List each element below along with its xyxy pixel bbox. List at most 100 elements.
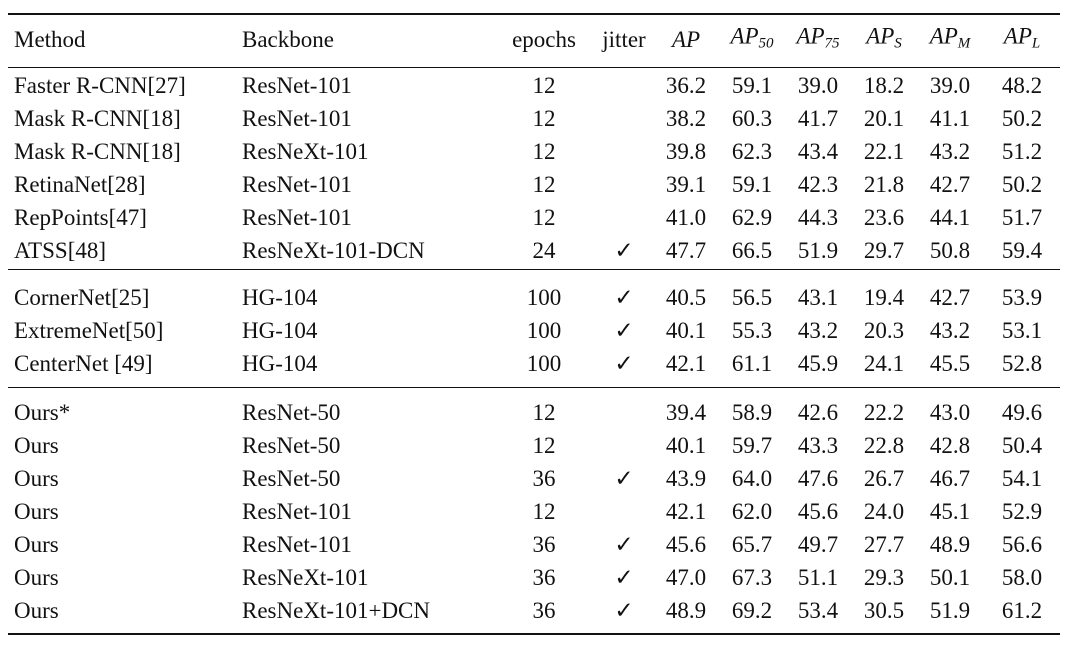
table-cell: 53.1 (1001, 318, 1043, 343)
table-cell: 64.0 (731, 466, 773, 491)
table-cell: ATSS[48] (14, 238, 107, 263)
table-cell: 39.8 (665, 139, 707, 164)
table-cell: 51.9 (929, 598, 971, 623)
table-cell: 42.7 (929, 285, 971, 310)
table-cell: ✓ (614, 318, 634, 343)
table-cell: ResNet-50 (242, 433, 341, 458)
table-cell: ResNet-101 (242, 532, 352, 557)
table-cell: ✓ (614, 285, 634, 310)
table-cell: 41.0 (665, 205, 707, 230)
table-cell: 24.0 (863, 499, 905, 524)
rule (8, 387, 1060, 388)
table-cell: 45.5 (929, 351, 971, 376)
table-cell: ResNet-101 (242, 205, 352, 230)
table-cell: ResNet-101 (242, 106, 352, 131)
table-cell: 59.1 (731, 73, 773, 98)
table-cell: 45.6 (797, 499, 839, 524)
table-cell: 20.1 (863, 106, 905, 131)
table-cell: 59.7 (731, 433, 773, 458)
table-cell: 40.1 (665, 433, 707, 458)
table-cell: 48.9 (665, 598, 707, 623)
table-cell: 22.8 (863, 433, 905, 458)
table-cell: 51.9 (797, 238, 839, 263)
table-cell: Mask R-CNN[18] (14, 106, 181, 131)
table-cell: 20.3 (863, 318, 905, 343)
table-cell: 41.7 (797, 106, 839, 131)
table-cell: 61.2 (1001, 598, 1043, 623)
header-cell: Method (14, 27, 86, 52)
table-cell: 48.9 (929, 532, 971, 557)
table-cell: 42.6 (797, 400, 839, 425)
table-cell: 62.3 (731, 139, 773, 164)
table-cell: Faster R-CNN[27] (14, 73, 186, 98)
table-cell: Mask R-CNN[18] (14, 139, 181, 164)
table-cell: ResNeXt-101 (242, 565, 369, 590)
table-cell: 53.4 (797, 598, 839, 623)
table-cell: 29.7 (863, 238, 905, 263)
table-cell: ResNet-50 (242, 466, 341, 491)
rule (8, 13, 1060, 15)
table-cell: 69.2 (731, 598, 773, 623)
table-cell: RepPoints[47] (14, 205, 147, 230)
table-cell: HG-104 (242, 351, 318, 376)
table-cell: 53.9 (1001, 285, 1043, 310)
table-cell: 30.5 (863, 598, 905, 623)
table-cell: Ours (14, 565, 59, 590)
table-cell: 40.1 (665, 318, 707, 343)
table-cell: ✓ (614, 532, 634, 557)
table-cell: 43.0 (929, 400, 971, 425)
table-cell: ResNet-101 (242, 499, 352, 524)
table-cell: Ours* (14, 400, 71, 425)
table-cell: 36 (532, 598, 556, 623)
table-cell: Ours (14, 499, 59, 524)
table-cell: ResNet-101 (242, 73, 352, 98)
header-cell: Backbone (242, 27, 334, 52)
table-cell: ✓ (614, 598, 634, 623)
table-cell: ✓ (614, 351, 634, 376)
table-cell: Ours (14, 466, 59, 491)
table-cell: ✓ (614, 238, 634, 263)
table-cell: 22.1 (863, 139, 905, 164)
table-cell: 43.2 (929, 139, 971, 164)
table-cell: 43.9 (665, 466, 707, 491)
table-cell: 67.3 (731, 565, 773, 590)
table-cell: 50.1 (929, 565, 971, 590)
table-cell: 61.1 (731, 351, 773, 376)
table-cell: 43.2 (797, 318, 839, 343)
table-cell: ResNet-50 (242, 400, 341, 425)
table-cell: 18.2 (863, 73, 905, 98)
table-cell: HG-104 (242, 285, 318, 310)
table-cell: 100 (526, 351, 562, 376)
table-cell: 100 (526, 318, 562, 343)
table-cell: 51.2 (1001, 139, 1043, 164)
header-cell: AP (671, 27, 701, 52)
table-cell: 36 (532, 565, 556, 590)
table-cell: 45.6 (665, 532, 707, 557)
header-cell: APL (1003, 23, 1041, 52)
table-cell: 39.4 (665, 400, 707, 425)
table-cell: CenterNet [49] (14, 351, 153, 376)
table-cell: 38.2 (665, 106, 707, 131)
table-cell: 44.1 (929, 205, 971, 230)
table-cell: 51.7 (1001, 205, 1043, 230)
table-cell: 58.9 (731, 400, 773, 425)
table-cell: 12 (532, 400, 556, 425)
table-cell: 59.1 (731, 172, 773, 197)
table-cell: 23.6 (863, 205, 905, 230)
table-cell: 60.3 (731, 106, 773, 131)
table-cell: ResNeXt-101+DCN (242, 598, 431, 623)
table-cell: 41.1 (929, 106, 971, 131)
table-cell: 66.5 (731, 238, 773, 263)
table-cell: 47.6 (797, 466, 839, 491)
table-cell: 12 (532, 172, 556, 197)
table-cell: 42.1 (665, 351, 707, 376)
table-cell: 47.7 (665, 238, 707, 263)
table-cell: 50.2 (1001, 172, 1043, 197)
table-cell: 56.6 (1001, 532, 1043, 557)
table-cell: 51.1 (797, 565, 839, 590)
table-cell: 24 (532, 238, 556, 263)
rule (8, 269, 1060, 270)
table-cell: 12 (532, 139, 556, 164)
table-cell: 52.9 (1001, 499, 1043, 524)
